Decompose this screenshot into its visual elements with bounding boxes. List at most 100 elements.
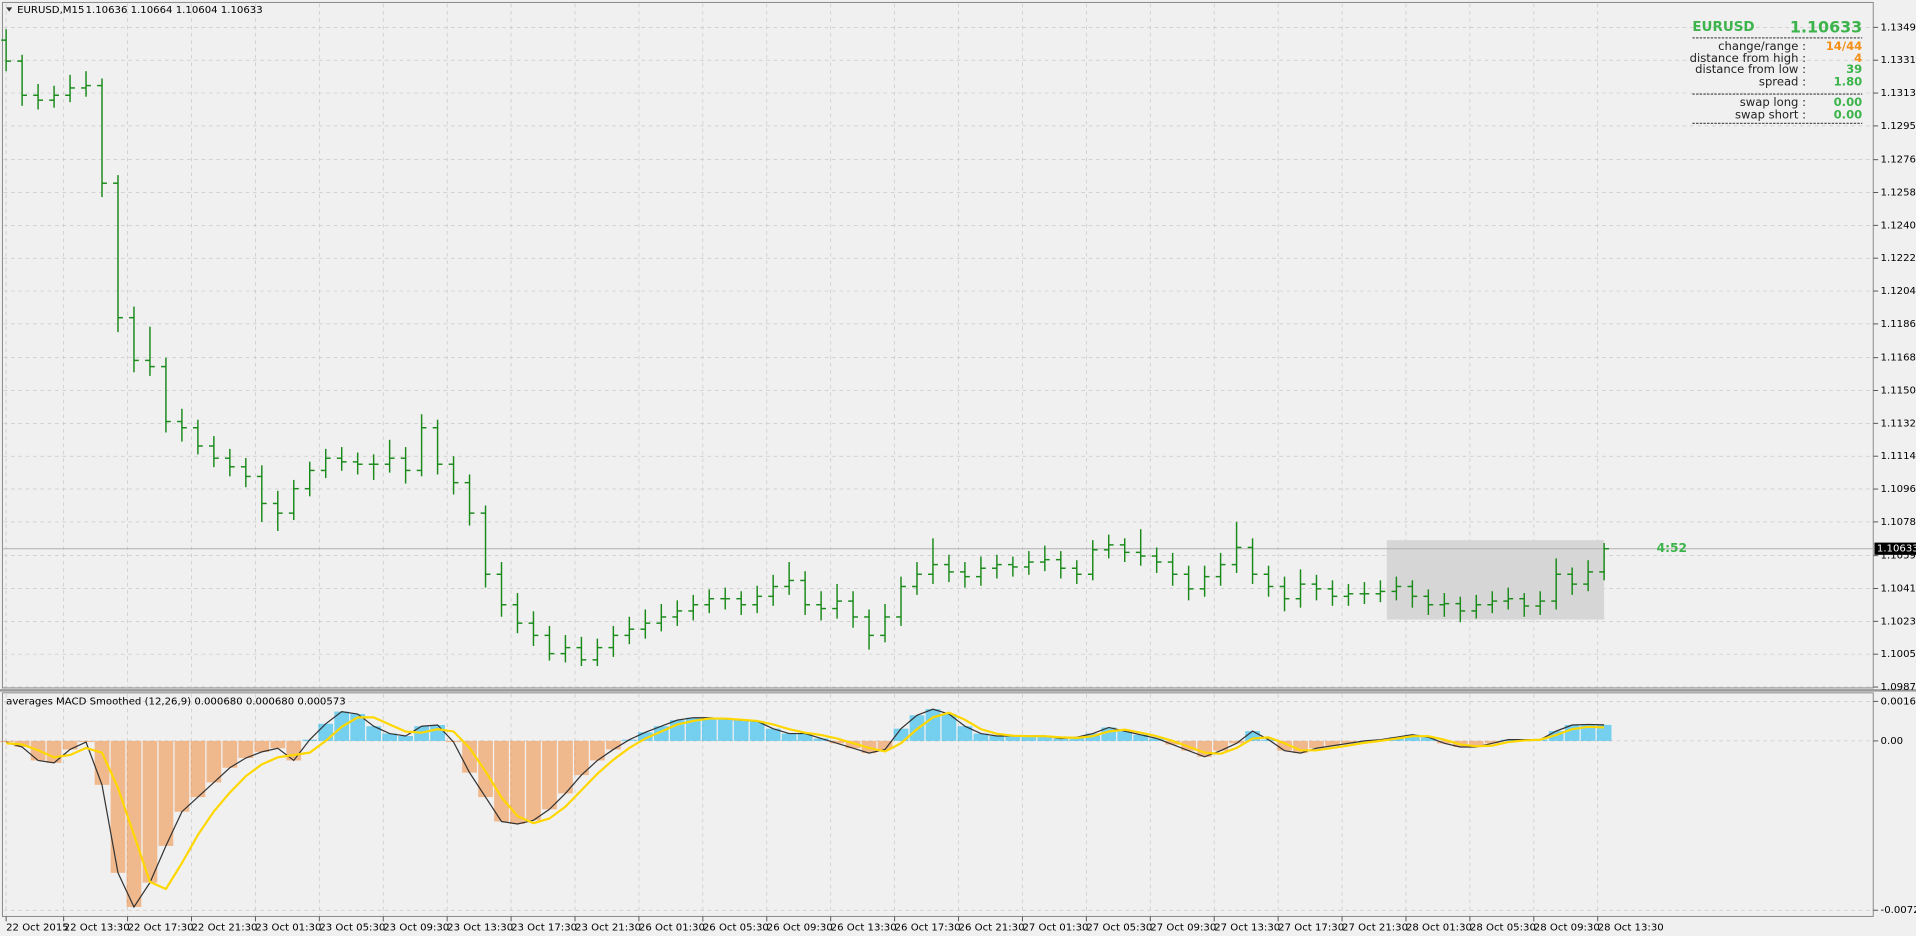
x-tick-label: 28 Oct 01:30 <box>1406 922 1472 933</box>
histogram-bar <box>1213 740 1228 751</box>
histogram-bar <box>270 740 286 749</box>
histogram-bar <box>781 733 797 741</box>
x-tick-label: 23 Oct 09:30 <box>383 922 449 933</box>
x-tick-label: 23 Oct 05:30 <box>319 922 385 933</box>
histogram-bar <box>1596 724 1612 741</box>
x-tick-label: 23 Oct 17:30 <box>511 922 577 933</box>
histogram-bar <box>318 723 334 741</box>
y-tick-label: 1.10055 <box>1881 649 1916 660</box>
x-tick-label: 22 Oct 13:30 <box>64 922 130 933</box>
histogram-bar <box>1420 737 1436 741</box>
histogram-bar <box>238 740 254 759</box>
histogram-bar <box>845 740 861 749</box>
indicator-title: averages MACD Smoothed (12,26,9) 0.00068… <box>6 696 346 707</box>
histogram-bar <box>1037 736 1053 741</box>
info-value: 0.00 <box>1834 107 1863 121</box>
y-tick-label: 1.11500 <box>1881 386 1916 397</box>
info-value: 0.00 <box>1834 95 1863 109</box>
histogram-bar <box>126 740 142 908</box>
histogram-bar <box>0 740 14 743</box>
histogram-bar <box>1484 740 1500 744</box>
range-box <box>1386 540 1605 620</box>
x-tick-label: 23 Oct 01:30 <box>255 922 321 933</box>
histogram-bar <box>957 726 973 741</box>
histogram-bar <box>1245 731 1260 741</box>
x-tick-label: 23 Oct 13:30 <box>447 922 513 933</box>
x-tick-label: 27 Oct 09:30 <box>1150 922 1216 933</box>
x-tick-label: 27 Oct 01:30 <box>1022 922 1088 933</box>
x-tick-label: 26 Oct 05:30 <box>703 922 769 933</box>
y-tick-label: 1.10960 <box>1881 484 1916 495</box>
histogram-bar <box>1277 740 1292 751</box>
histogram-bar <box>941 714 957 741</box>
histogram-bar <box>749 721 765 741</box>
x-tick-label: 26 Oct 01:30 <box>639 922 705 933</box>
y-tick-label: 1.12950 <box>1881 121 1916 132</box>
y-tick-label: 1.12585 <box>1881 188 1916 199</box>
info-value: 14/44 <box>1826 39 1863 53</box>
x-tick-label: 26 Oct 13:30 <box>831 922 897 933</box>
y-tick-label: 1.10780 <box>1881 517 1916 528</box>
histogram-bar <box>685 717 701 741</box>
histogram-bar <box>606 740 621 750</box>
histogram-bar <box>1341 740 1356 744</box>
histogram-bar <box>1053 738 1069 741</box>
histogram-bar <box>1468 740 1484 748</box>
histogram-bar <box>1229 740 1244 744</box>
histogram-bar <box>637 732 653 741</box>
histogram-bar <box>1069 737 1085 741</box>
histogram-bar <box>1005 736 1021 741</box>
y-tick-label: 0.00 <box>1881 736 1904 747</box>
histogram-bar <box>733 720 749 741</box>
x-tick-label: 28 Oct 13:30 <box>1598 922 1664 933</box>
menu-arrow[interactable] <box>6 7 13 12</box>
histogram-bar <box>510 740 525 824</box>
histogram-bar <box>286 740 302 761</box>
histogram-bar <box>877 740 893 750</box>
histogram-bar <box>158 740 174 846</box>
bar-timer: 4:52 <box>1657 541 1687 555</box>
histogram-bar <box>1021 736 1037 741</box>
histogram-bar <box>1325 740 1340 746</box>
y-tick-label: 1.12765 <box>1881 155 1916 166</box>
x-tick-label: 28 Oct 05:30 <box>1470 922 1536 933</box>
y-tick-label: 1.12045 <box>1881 286 1916 297</box>
histogram-bar <box>813 738 829 741</box>
y-tick-label: 1.12405 <box>1881 220 1916 231</box>
x-tick-label: 27 Oct 05:30 <box>1086 922 1152 933</box>
histogram-bar <box>1436 740 1452 744</box>
info-label: distance from low : <box>1695 62 1806 76</box>
x-tick-label: 26 Oct 21:30 <box>959 922 1025 933</box>
histogram-bar <box>62 740 78 750</box>
y-tick-label: 1.11680 <box>1881 353 1916 364</box>
histogram-bar <box>1309 740 1324 749</box>
histogram-bar <box>494 740 509 822</box>
signal-line <box>6 711 1605 891</box>
info-label: spread : <box>1759 74 1806 88</box>
histogram-bar <box>382 733 397 741</box>
histogram-bar <box>110 740 126 873</box>
x-tick-label: 27 Oct 17:30 <box>1278 922 1344 933</box>
y-tick-label: 1.11320 <box>1881 418 1916 429</box>
y-tick-label: 1.09875 <box>1881 682 1916 693</box>
chart-title: EURUSD,M15 <box>17 5 84 16</box>
histogram-bar <box>1133 734 1149 741</box>
histogram-bar <box>366 726 382 741</box>
histogram-bar <box>1405 734 1420 741</box>
histogram-bar <box>542 740 557 810</box>
y-tick-label: 1.11140 <box>1881 451 1916 462</box>
histogram-bar <box>925 709 941 741</box>
x-tick-label: 22 Oct 17:30 <box>128 922 194 933</box>
marks: 1.10633 4:52 <box>0 29 1916 909</box>
histogram-bar <box>142 740 158 883</box>
histogram-bar <box>526 740 541 821</box>
info-symbol: EURUSD <box>1692 20 1754 35</box>
histogram-bar <box>222 740 238 768</box>
histogram-bar <box>1149 738 1165 741</box>
histogram-bar <box>430 725 445 741</box>
chart-title-prices: 1.10636 1.10664 1.10604 1.10633 <box>86 5 263 16</box>
histogram-bar <box>765 728 781 741</box>
x-tick-label: 22 Oct 21:30 <box>191 922 257 933</box>
